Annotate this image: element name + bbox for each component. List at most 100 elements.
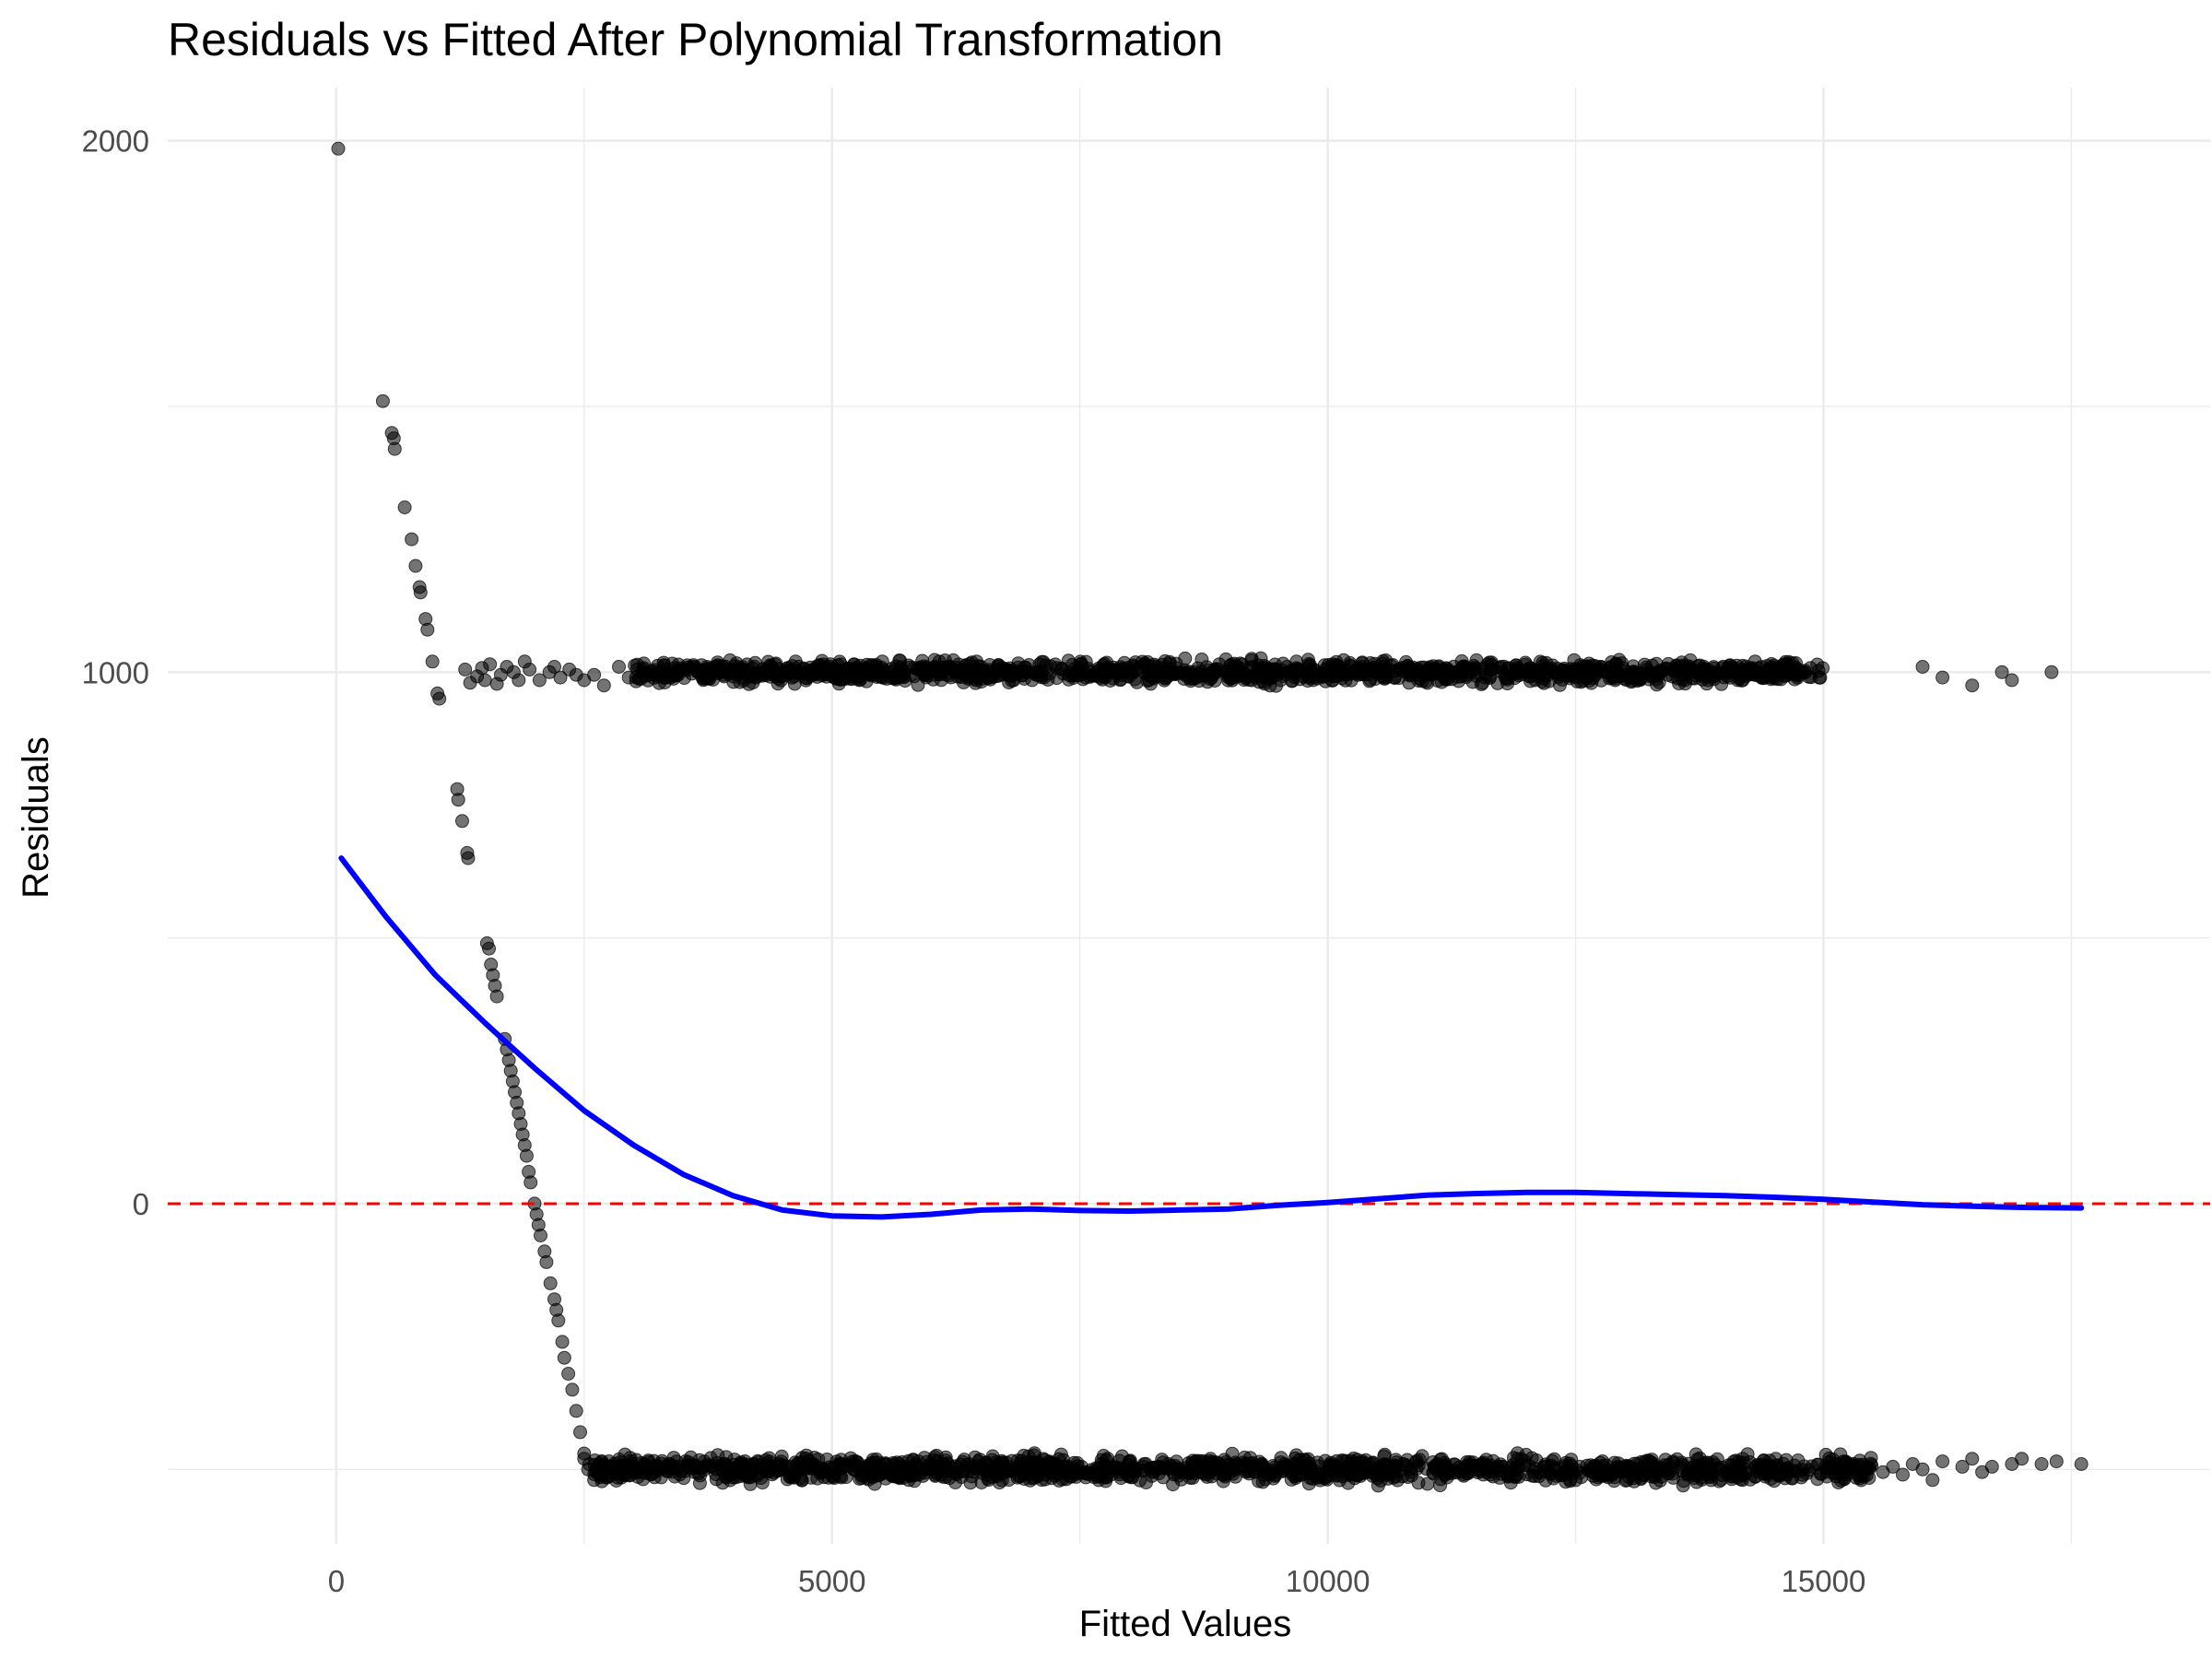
data-point [1865, 1458, 1879, 1473]
data-point [451, 793, 465, 807]
data-point [1653, 663, 1668, 677]
smooth-trend-line-group [338, 855, 2085, 1220]
data-point [1566, 1465, 1581, 1480]
data-point [1143, 669, 1158, 684]
data-point [1149, 1462, 1164, 1477]
data-point [1512, 668, 1526, 683]
data-point [1459, 1455, 1474, 1469]
data-point [1166, 1477, 1181, 1492]
data-point [650, 658, 665, 673]
data-point [1376, 656, 1390, 671]
data-point [1347, 1455, 1361, 1470]
data-point [1620, 667, 1635, 682]
data-point [1915, 1462, 1930, 1477]
data-point [914, 1465, 929, 1479]
data-point [1076, 672, 1090, 687]
data-point [1548, 1468, 1563, 1483]
data-point [1457, 660, 1472, 675]
data-point [1745, 665, 1759, 679]
data-point [917, 662, 932, 676]
data-point [1525, 1468, 1539, 1483]
data-point [2034, 1457, 2049, 1471]
chart-title: Residuals vs Fitted After Polynomial Tra… [168, 14, 1223, 65]
data-point [1560, 666, 1575, 681]
data-point [1688, 1447, 1703, 1462]
x-tick-label: 5000 [798, 1564, 865, 1598]
data-point [1206, 1458, 1220, 1473]
data-point [1482, 671, 1497, 686]
data-point [1593, 663, 1607, 677]
data-point [1075, 1460, 1089, 1474]
data-point [852, 673, 866, 688]
data-point [397, 500, 412, 514]
data-point [834, 1453, 849, 1467]
data-point [408, 559, 423, 573]
data-point [1780, 1462, 1794, 1477]
data-point [1023, 1473, 1038, 1488]
data-point [1411, 1476, 1426, 1490]
data-point [1925, 1473, 1940, 1488]
data-point [1042, 666, 1057, 681]
data-point [1415, 674, 1430, 688]
data-point [1300, 674, 1315, 688]
data-point [534, 1229, 547, 1242]
data-point [760, 1456, 775, 1471]
data-point [850, 1455, 865, 1469]
data-point [709, 1467, 724, 1481]
data-point [1303, 1465, 1317, 1480]
data-point [1393, 662, 1407, 677]
data-point [413, 585, 428, 600]
data-point [1277, 1460, 1291, 1474]
data-point [1856, 1469, 1871, 1484]
data-point [1576, 673, 1591, 688]
y-tick-label: 1000 [82, 655, 149, 689]
data-point [1367, 1465, 1382, 1480]
data-point [1529, 1453, 1544, 1467]
data-point [876, 1463, 890, 1477]
data-point [1037, 1462, 1052, 1477]
data-point [856, 1465, 871, 1480]
data-point [602, 1460, 617, 1474]
data-point [690, 1461, 704, 1476]
data-point [621, 670, 636, 685]
data-point [565, 1382, 580, 1397]
data-point [1650, 677, 1664, 692]
data-point [1379, 670, 1394, 685]
data-point [878, 665, 892, 679]
data-point [1813, 670, 1828, 685]
data-point [618, 1461, 633, 1476]
data-point [512, 673, 526, 688]
data-point [1587, 1465, 1602, 1480]
data-point [1994, 665, 2009, 679]
data-point [997, 662, 1012, 677]
data-point [1637, 1468, 1652, 1483]
data-point [1580, 659, 1594, 674]
data-point [1113, 1471, 1128, 1486]
data-point [1479, 1462, 1494, 1477]
data-point [757, 667, 771, 681]
data-point [532, 673, 547, 688]
x-axis-title: Fitted Values [1079, 1604, 1292, 1644]
data-point [1241, 673, 1256, 688]
smooth-trend-line [338, 855, 2085, 1220]
data-point [561, 1367, 576, 1381]
data-point [1984, 1459, 1999, 1474]
data-point [1667, 664, 1682, 678]
data-point [1675, 672, 1689, 687]
data-point [893, 653, 908, 668]
data-point [557, 1350, 571, 1365]
data-point [1955, 1459, 1970, 1474]
data-point [1006, 673, 1021, 688]
data-point [985, 1470, 1000, 1485]
data-point [524, 1175, 538, 1190]
data-point [1123, 1454, 1137, 1469]
data-point [1289, 1448, 1303, 1463]
data-point [1207, 663, 1222, 677]
data-point [801, 667, 815, 682]
data-point [1025, 1457, 1040, 1472]
data-point [1244, 653, 1259, 667]
data-point [1354, 659, 1369, 674]
data-point [1205, 1469, 1219, 1484]
data-point [1096, 1464, 1111, 1478]
y-tick-label: 0 [133, 1187, 149, 1221]
